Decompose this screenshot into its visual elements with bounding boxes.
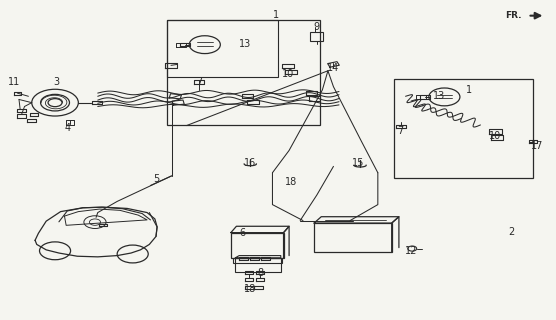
Bar: [310, 32, 324, 42]
Text: 18: 18: [244, 284, 256, 294]
Text: 18: 18: [285, 177, 297, 187]
Text: 15: 15: [353, 158, 365, 168]
Text: 16: 16: [244, 158, 256, 168]
Text: 13: 13: [239, 39, 251, 49]
Bar: [167, 20, 320, 125]
Bar: [232, 258, 282, 263]
Text: 8: 8: [257, 268, 264, 278]
Text: 1: 1: [466, 85, 473, 95]
Text: 14: 14: [327, 63, 340, 73]
Text: 2: 2: [508, 227, 514, 237]
Bar: [314, 223, 391, 252]
Text: 7: 7: [196, 77, 202, 87]
Text: 10: 10: [282, 69, 294, 79]
Text: 10: 10: [489, 131, 502, 141]
Text: 13: 13: [433, 91, 445, 101]
Text: 4: 4: [64, 123, 70, 133]
Bar: [231, 233, 284, 258]
Bar: [167, 20, 278, 77]
Text: 1: 1: [273, 10, 280, 20]
Text: FR.: FR.: [505, 12, 522, 20]
Text: 3: 3: [53, 77, 59, 87]
Text: 6: 6: [239, 228, 245, 238]
Text: 9: 9: [314, 22, 320, 32]
Text: 12: 12: [405, 246, 418, 256]
Text: 11: 11: [8, 77, 21, 87]
Bar: [235, 258, 281, 272]
Text: 5: 5: [153, 174, 159, 184]
Text: 7: 7: [397, 126, 403, 136]
Bar: [394, 79, 533, 178]
Text: 17: 17: [532, 141, 544, 151]
